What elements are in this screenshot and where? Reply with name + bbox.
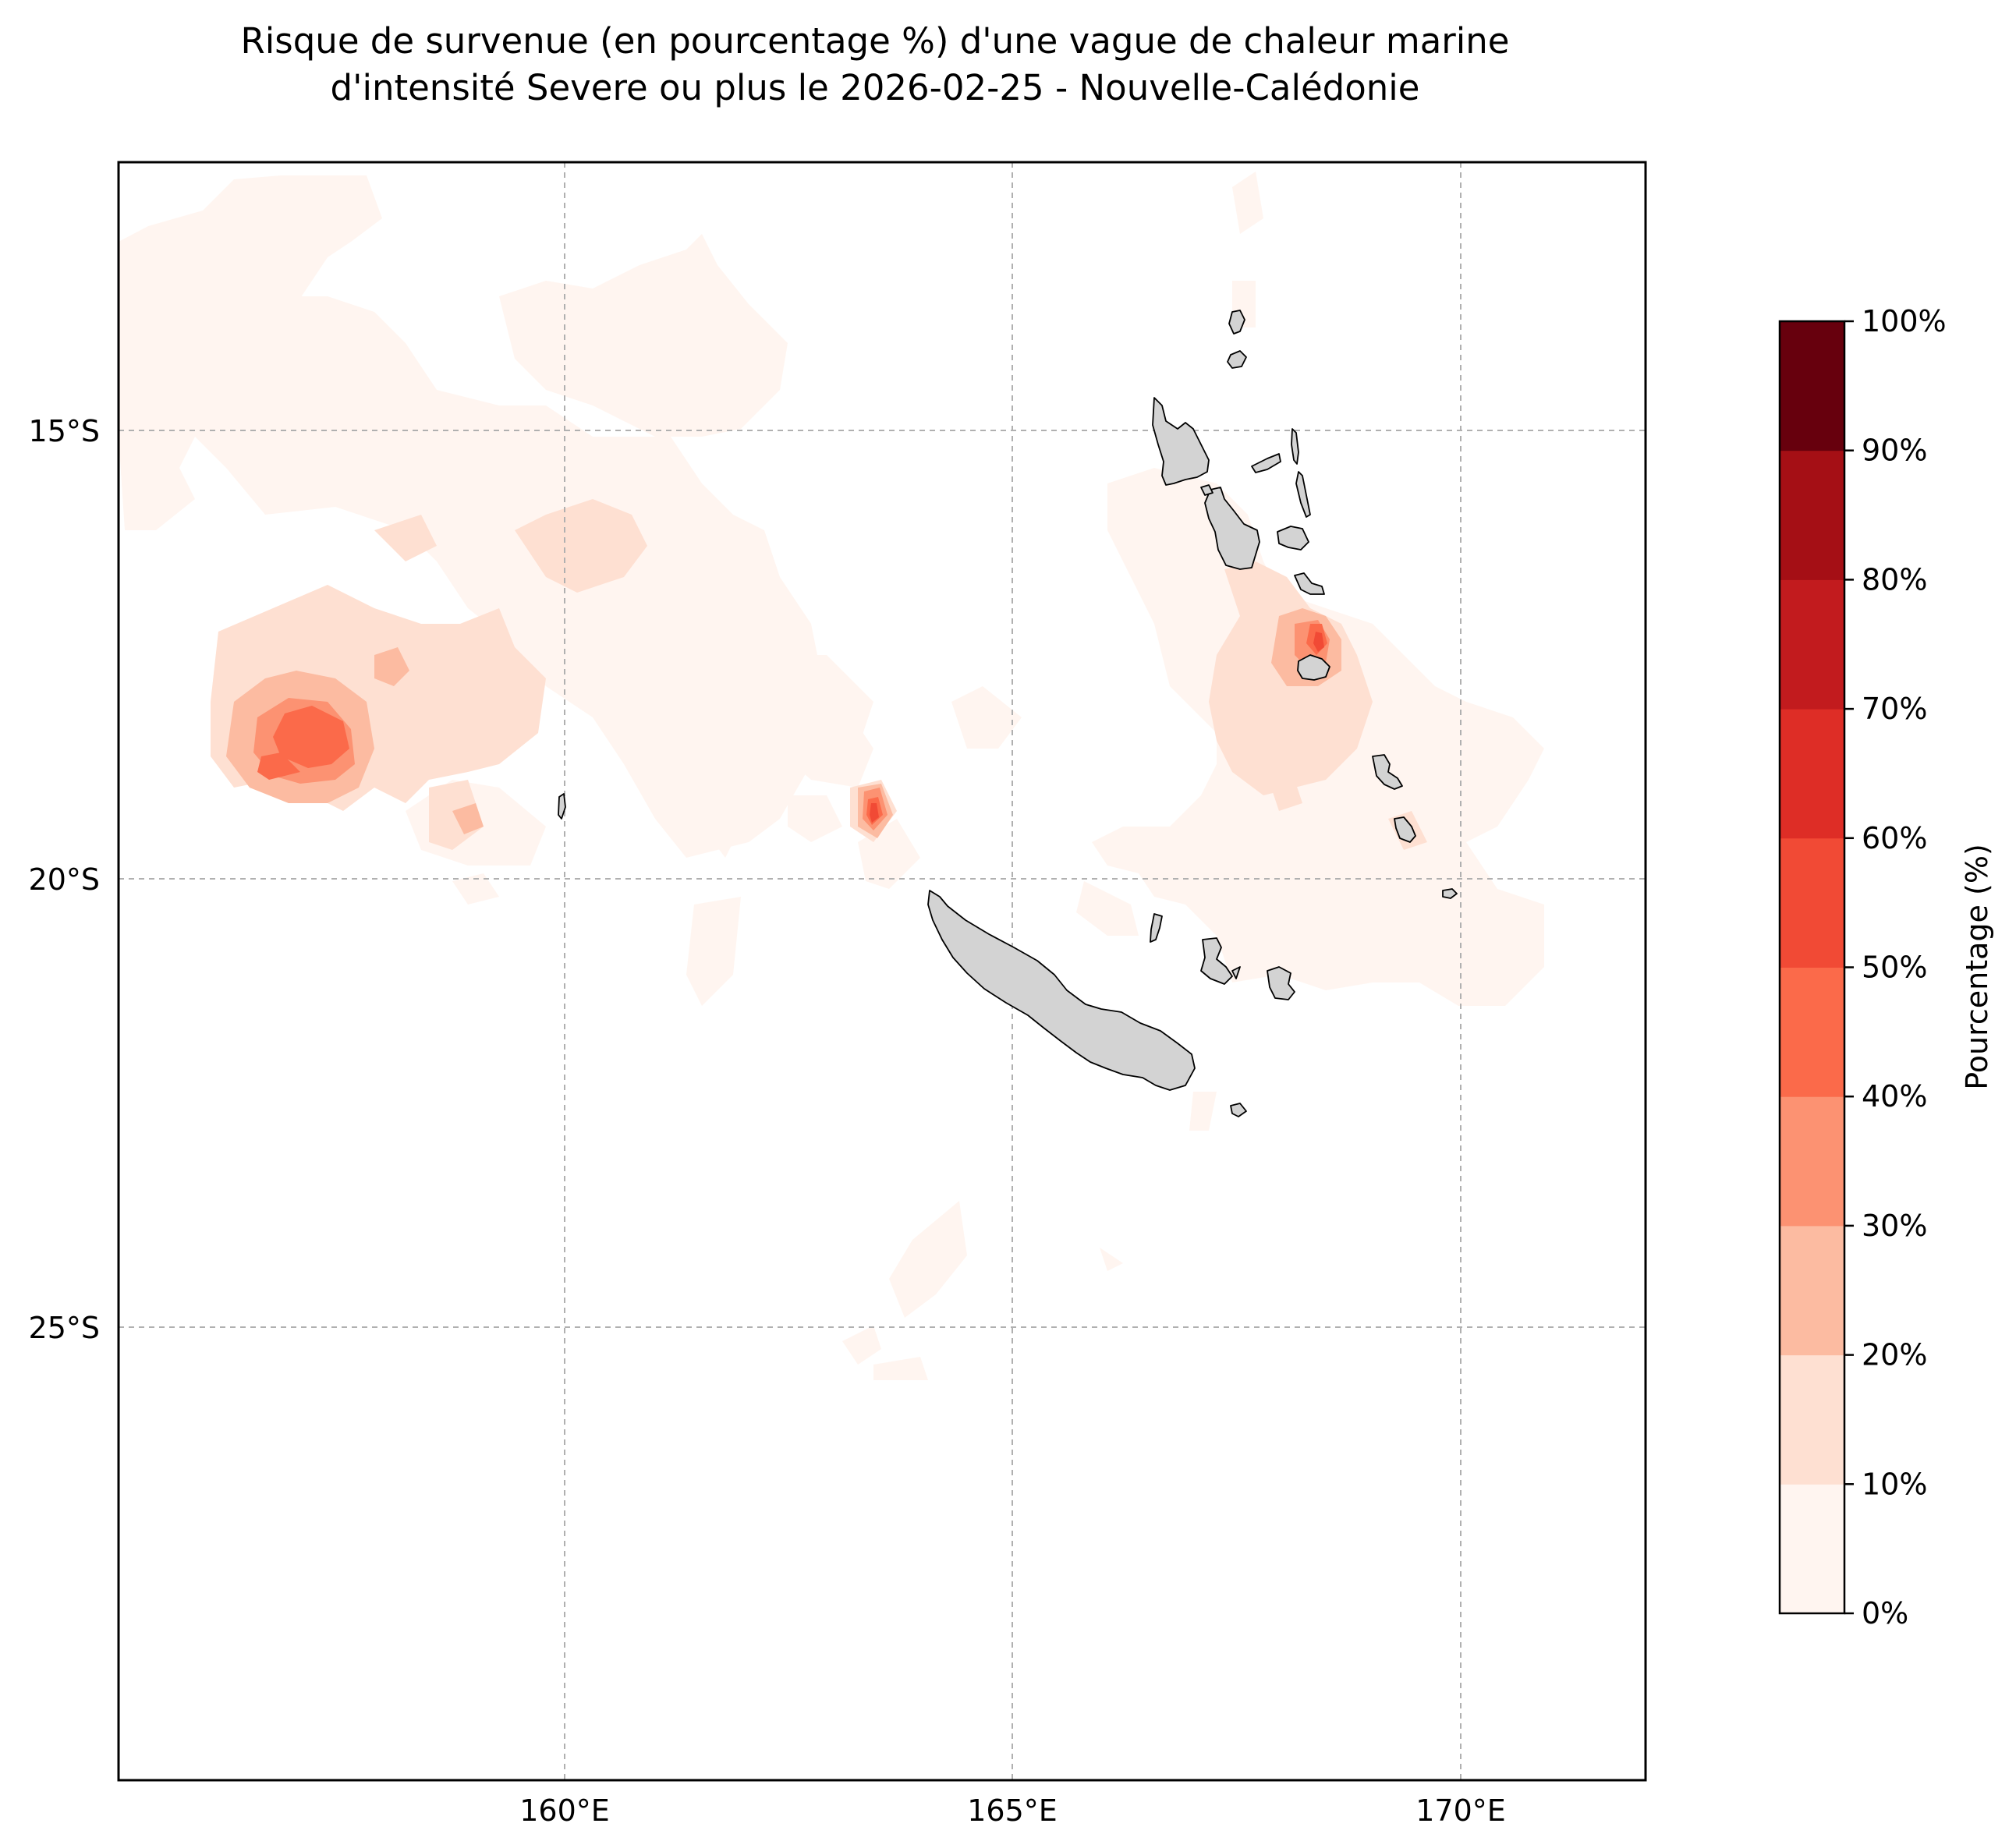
colorbar-tick-label: 80% — [1862, 562, 1927, 597]
colorbar-swatch — [1780, 1225, 1844, 1356]
lon-tick-labels: 160°E 165°E 170°E — [519, 1793, 1506, 1828]
lat-tick-label: 15°S — [29, 414, 100, 448]
gridlines — [119, 162, 1646, 1780]
ambrym-island — [1277, 526, 1309, 551]
risk-band-50-60 — [870, 632, 1324, 823]
map-panel — [117, 161, 1647, 1782]
colorbar-label: Pourcentage (%) — [1960, 844, 1994, 1090]
colorbar-tick-label: 20% — [1862, 1338, 1927, 1372]
colorbar-tick-label: 70% — [1862, 692, 1927, 726]
colorbar-swatch — [1780, 1484, 1844, 1614]
maewo-island — [1295, 471, 1311, 518]
title-line-1: Risque de survenue (en pourcentage %) d'… — [241, 20, 1510, 62]
torres-islands-north — [1228, 310, 1245, 335]
lifou-island — [1200, 937, 1233, 985]
malakula-island — [1204, 487, 1260, 570]
malo-island — [1200, 484, 1213, 496]
pentecost-island — [1291, 428, 1299, 465]
mare-island — [1267, 966, 1295, 1000]
erromango-island — [1372, 754, 1403, 790]
colorbar-tick-label: 30% — [1862, 1209, 1927, 1243]
lat-tick-labels: 15°S 20°S 25°S — [29, 414, 100, 1345]
aneityum-island — [1442, 888, 1458, 899]
colorbar: 0% 10% 20% 30% 40% 50% 60% 70% 80% 90% 100% Pource… — [1778, 304, 1994, 1630]
colorbar-ticks: 0% 10% 20% 30% 40% 50% 60% 70% 80% 90% 100% — [1844, 304, 1947, 1630]
colorbar-swatch — [1780, 1096, 1844, 1227]
colorbar-swatch — [1780, 579, 1844, 710]
colorbar-swatch — [1780, 967, 1844, 1097]
colorbar-tick-label: 50% — [1862, 951, 1927, 985]
ile-des-pins — [1230, 1103, 1247, 1117]
title-line-2: d'intensité Severe ou plus le 2026-02-25… — [331, 67, 1420, 108]
colorbar-swatch — [1780, 709, 1844, 839]
lon-tick-label: 170°E — [1415, 1793, 1506, 1828]
belep-islands — [1150, 913, 1163, 943]
heat-risk-field — [119, 172, 1544, 1380]
lon-tick-label: 165°E — [967, 1793, 1058, 1828]
tanna-island — [1394, 816, 1416, 843]
chesterfield-islet — [558, 793, 566, 820]
torres-islands-south — [1227, 350, 1247, 369]
colorbar-swatch — [1780, 837, 1844, 968]
grande-terre-island — [927, 890, 1196, 1091]
ouvea-island — [1231, 966, 1241, 979]
lon-tick-label: 160°E — [519, 1793, 610, 1828]
colorbar-swatch — [1780, 1354, 1844, 1485]
colorbar-tick-label: 10% — [1862, 1467, 1927, 1501]
colorbar-tick-label: 90% — [1862, 434, 1927, 468]
lat-tick-label: 20°S — [29, 862, 100, 897]
colorbar-swatches — [1780, 321, 1844, 1614]
map-frame — [117, 161, 1647, 1782]
espiritu-santo-island — [1152, 397, 1210, 486]
colorbar-tick-label: 100% — [1862, 304, 1947, 338]
colorbar-swatch — [1780, 450, 1844, 580]
epi-island — [1294, 572, 1325, 595]
colorbar-tick-label: 40% — [1862, 1079, 1927, 1114]
ambae-island — [1251, 453, 1281, 473]
colorbar-tick-label: 60% — [1862, 821, 1927, 855]
lat-tick-label: 25°S — [29, 1311, 100, 1345]
land-masses — [558, 310, 1458, 1117]
efate-island — [1297, 654, 1330, 681]
colorbar-swatch — [1780, 321, 1844, 451]
colorbar-tick-label: 0% — [1862, 1596, 1908, 1630]
